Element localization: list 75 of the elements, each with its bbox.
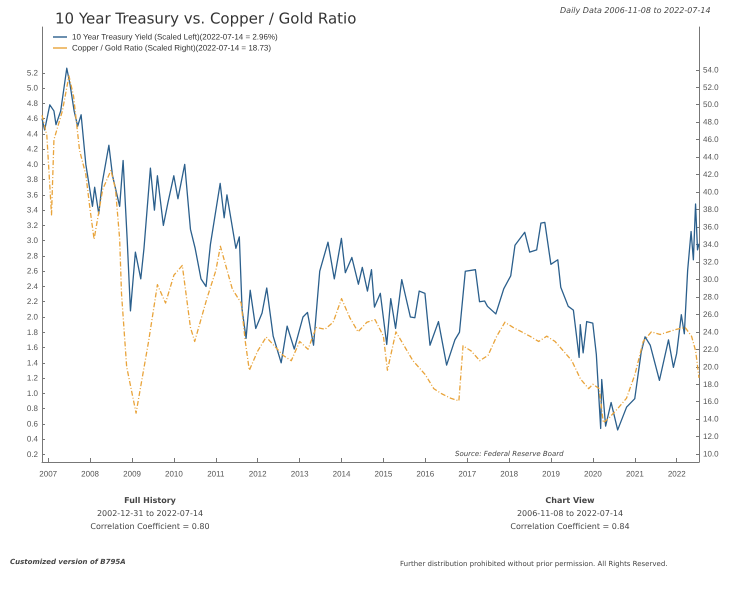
y2-tick-label: 48.0 (703, 118, 720, 127)
y-tick-label: 2.0 (26, 312, 39, 322)
y-tick-label: 2.4 (26, 282, 39, 291)
y-tick-label: 3.4 (26, 206, 39, 215)
y-tick-label: 1.4 (26, 358, 39, 368)
y-tick-label: 3.2 (26, 220, 39, 230)
y-tick-label: 5.0 (26, 84, 39, 93)
text: Correlation Coefficient = 0.84 (510, 522, 630, 531)
y2-tick-label: 24.0 (703, 327, 720, 336)
y2-tick-label: 28.0 (703, 292, 720, 302)
y-tick-label: 4.0 (26, 160, 39, 169)
y2-tick-label: 26.0 (703, 310, 720, 319)
text: 2006-11-08 to 2022-07-14 (516, 509, 624, 518)
x-tick-label: 2007 (39, 470, 58, 478)
y-tick-label: 5.2 (26, 68, 39, 78)
y2-tick-label: 50.0 (703, 100, 720, 110)
x-tick-label: 2018 (500, 470, 519, 478)
y-tick-label: 0.2 (26, 450, 39, 459)
y2-tick-label: 38.0 (703, 205, 720, 214)
x-tick-label: 2019 (542, 470, 560, 478)
y-tick-label: 3.0 (26, 236, 39, 246)
text: Full History (124, 496, 176, 505)
y2-tick-label: 40.0 (703, 188, 720, 197)
y-tick-label: 3.6 (26, 190, 39, 200)
y2-tick-label: 10.0 (703, 450, 720, 459)
x-tick-label: 2011 (207, 470, 225, 478)
x-tick-label: 2020 (584, 470, 602, 478)
y2-tick-label: 42.0 (703, 170, 720, 180)
y2-tick-label: 14.0 (703, 414, 720, 424)
x-tick-label: 2012 (248, 470, 268, 478)
text: Daily Data 2006-11-08 to 2022-07-14 (560, 6, 711, 15)
y2-tick-label: 30.0 (703, 274, 720, 284)
y-tick-label: 4.8 (26, 98, 39, 108)
x-tick-label: 2017 (458, 470, 477, 478)
y-tick-label: 4.6 (26, 114, 39, 124)
y-tick-label: 0.4 (26, 434, 39, 444)
y2-tick-label: 34.0 (703, 240, 720, 249)
y-tick-label: 1.6 (26, 343, 39, 352)
x-tick-label: 2013 (290, 470, 310, 478)
legend-label: Copper / Gold Ratio (Scaled Right)(2022-07-14 = 18.73) (72, 44, 272, 52)
y-tick-label: 1.2 (26, 374, 39, 383)
y-tick-label: 0.8 (26, 404, 39, 414)
y2-tick-label: 44.0 (703, 152, 720, 162)
y2-tick-label: 22.0 (703, 344, 720, 354)
y-tick-label: 2.2 (26, 297, 39, 306)
x-tick-label: 2014 (332, 470, 351, 478)
y2-tick-label: 32.0 (703, 257, 720, 266)
y-tick-label: 1.8 (26, 328, 39, 337)
x-tick-label: 2010 (165, 470, 184, 478)
y-tick-label: 4.2 (26, 144, 39, 154)
y-tick-label: 0.6 (26, 419, 39, 428)
y2-tick-label: 18.0 (703, 380, 720, 389)
chart-title: 10 Year Treasury vs. Copper / Gold Ratio (55, 10, 356, 28)
text: Correlation Coefficient = 0.80 (90, 522, 210, 531)
y-tick-label: 2.6 (26, 266, 39, 276)
x-tick-label: 2015 (374, 470, 393, 478)
x-tick-label: 2022 (668, 470, 686, 478)
text: Chart View (545, 496, 595, 505)
text: 2002-12-31 to 2022-07-14 (96, 509, 204, 518)
y2-tick-label: 36.0 (703, 222, 720, 232)
y-tick-label: 4.4 (26, 129, 39, 138)
y2-tick-label: 52.0 (703, 82, 720, 92)
x-tick-label: 2021 (626, 470, 644, 478)
y-tick-label: 2.8 (26, 251, 39, 260)
y2-tick-label: 46.0 (703, 135, 720, 144)
y2-tick-label: 16.0 (703, 397, 720, 406)
legend-label: 10 Year Treasury Yield (Scaled Left)(2022-07-14 = 2.96%) (72, 32, 278, 42)
y2-tick-label: 54.0 (703, 65, 720, 74)
x-tick-label: 2009 (123, 470, 142, 478)
y-tick-label: 3.8 (26, 175, 39, 184)
y2-tick-label: 20.0 (703, 362, 720, 372)
x-tick-label: 2016 (416, 470, 435, 478)
y-tick-label: 1.0 (26, 388, 39, 398)
x-tick-label: 2008 (81, 470, 100, 478)
y2-tick-label: 12.0 (703, 432, 720, 442)
